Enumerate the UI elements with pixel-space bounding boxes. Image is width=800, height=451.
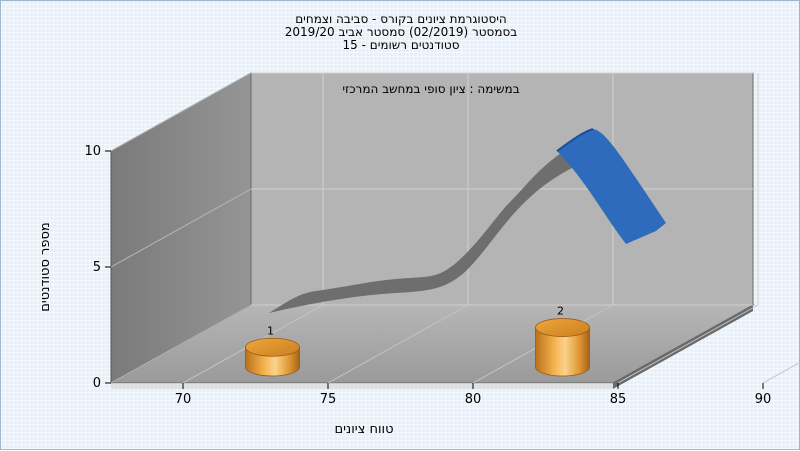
data-label: 2 — [557, 305, 564, 318]
y-tick-label: 0 — [93, 376, 101, 391]
y-axis-title: מספר סטודנטים — [38, 222, 53, 312]
floor-front — [111, 383, 613, 389]
bar-top — [246, 338, 300, 356]
x-tick-label: 75 — [320, 392, 337, 407]
data-label: 1 — [267, 324, 274, 337]
chart-title-line-1: היסטוגרמת ציונים בקורס - סביבה וצמחים — [295, 12, 507, 26]
x-axis-title: טווח ציונים — [334, 422, 393, 437]
bar-top — [536, 319, 590, 337]
chart-title-line-2: בסמסטר (02/2019) סמסטר אביב 2019/20 — [285, 25, 517, 39]
y-tick-label: 5 — [93, 260, 101, 275]
x-tick-label: 90 — [755, 392, 772, 407]
chart-subtitle: במשימה : ציון סופי במחשב המרכזי — [342, 82, 519, 96]
x-grid-floor — [763, 305, 800, 383]
plot-walls — [111, 73, 753, 389]
y-tick-label: 10 — [84, 144, 101, 159]
chart-title-line-3: סטודנטים רשומים - 15 — [342, 38, 459, 52]
x-tick-label: 70 — [175, 392, 192, 407]
x-tick-label: 85 — [610, 392, 627, 407]
x-tick-label: 80 — [465, 392, 482, 407]
